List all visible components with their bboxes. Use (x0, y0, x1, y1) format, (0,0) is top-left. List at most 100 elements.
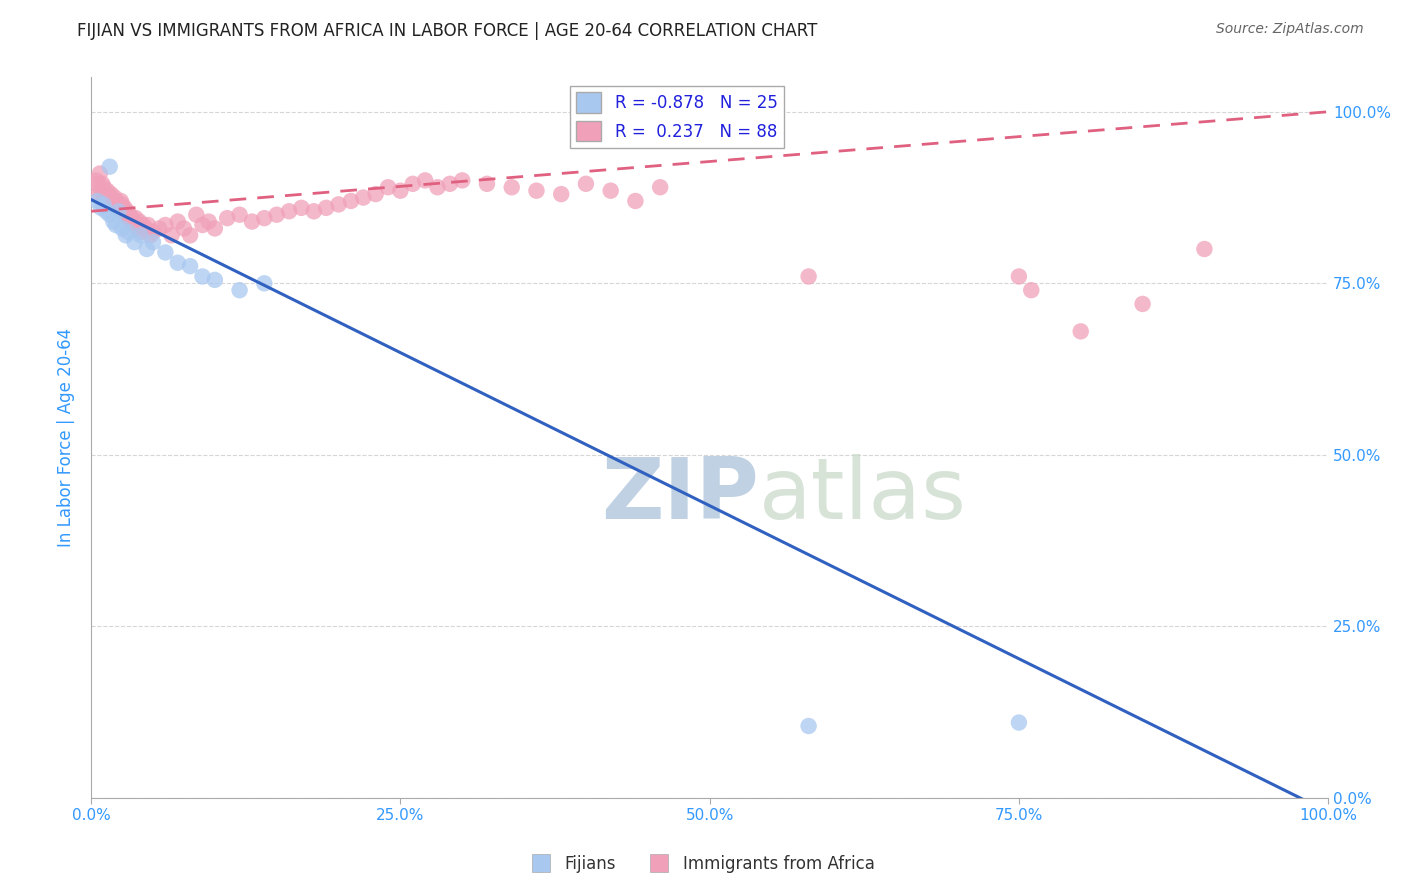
Point (253, 277, 276, 291)
Point (340, 194, 363, 208)
Point (377, 180, 399, 194)
Point (114, 208, 136, 222)
Point (107, 201, 129, 215)
Point (575, 177, 598, 191)
Point (228, 283, 250, 297)
Point (100, 187, 122, 202)
Point (115, 204, 138, 219)
Legend: Fijians, Immigrants from Africa: Fijians, Immigrants from Africa (524, 848, 882, 880)
Point (197, 214, 219, 228)
Point (526, 184, 548, 198)
Point (426, 180, 449, 194)
Point (1132, 297, 1154, 311)
Text: Source: ZipAtlas.com: Source: ZipAtlas.com (1216, 22, 1364, 37)
Point (97, 190, 120, 204)
Point (253, 211, 276, 226)
Point (86, 194, 108, 208)
Point (650, 180, 672, 194)
Point (98, 208, 121, 222)
Point (155, 218, 177, 232)
Point (135, 221, 157, 235)
Point (86, 177, 108, 191)
Point (599, 184, 621, 198)
Point (166, 256, 188, 270)
Point (94, 204, 117, 219)
Point (118, 208, 141, 222)
Point (98, 160, 121, 174)
Point (120, 214, 142, 228)
Point (104, 190, 127, 204)
Point (103, 194, 125, 208)
Point (179, 228, 201, 243)
Point (93, 197, 115, 211)
Point (155, 245, 177, 260)
Point (550, 187, 572, 202)
Point (104, 194, 127, 208)
Point (290, 201, 312, 215)
Point (228, 208, 250, 222)
Text: FIJIAN VS IMMIGRANTS FROM AFRICA IN LABOR FORCE | AGE 20-64 CORRELATION CHART: FIJIAN VS IMMIGRANTS FROM AFRICA IN LABO… (77, 22, 818, 40)
Point (89, 167, 111, 181)
Point (402, 177, 425, 191)
Point (439, 177, 461, 191)
Point (90, 201, 112, 215)
Point (186, 208, 208, 222)
Y-axis label: In Labor Force | Age 20-64: In Labor Force | Age 20-64 (58, 328, 75, 548)
Point (122, 218, 145, 232)
Point (1019, 283, 1042, 297)
Point (191, 269, 214, 284)
Point (132, 218, 155, 232)
Point (1070, 324, 1092, 338)
Point (142, 235, 165, 249)
Point (797, 269, 820, 284)
Point (112, 204, 135, 219)
Point (624, 194, 647, 208)
Point (101, 197, 124, 211)
Point (108, 204, 131, 219)
Point (1008, 269, 1031, 284)
Point (98, 194, 121, 208)
Point (103, 214, 125, 228)
Point (125, 211, 148, 226)
Point (105, 197, 128, 211)
Point (127, 218, 149, 232)
Point (475, 177, 498, 191)
Point (125, 221, 148, 235)
Point (124, 235, 146, 249)
Text: ZIP: ZIP (602, 454, 759, 537)
Point (136, 218, 159, 232)
Point (217, 211, 239, 226)
Point (302, 204, 325, 219)
Point (124, 214, 146, 228)
Point (179, 259, 201, 273)
Point (121, 211, 143, 226)
Point (94, 190, 117, 204)
Point (111, 197, 134, 211)
Point (191, 218, 214, 232)
Point (84, 173, 107, 187)
Point (110, 194, 132, 208)
Point (94, 187, 117, 202)
Point (96, 184, 118, 198)
Point (148, 221, 170, 235)
Point (451, 173, 474, 187)
Point (139, 228, 162, 243)
Point (315, 201, 337, 215)
Point (166, 214, 188, 228)
Point (114, 228, 136, 243)
Point (1008, 715, 1031, 730)
Point (104, 201, 127, 215)
Point (797, 719, 820, 733)
Point (352, 190, 374, 204)
Point (117, 211, 139, 226)
Point (107, 204, 129, 219)
Point (91, 177, 114, 191)
Point (142, 225, 165, 239)
Point (128, 214, 150, 228)
Point (204, 273, 226, 287)
Point (87, 187, 110, 202)
Point (389, 184, 412, 198)
Point (173, 221, 195, 235)
Point (328, 197, 350, 211)
Text: atlas: atlas (759, 454, 967, 537)
